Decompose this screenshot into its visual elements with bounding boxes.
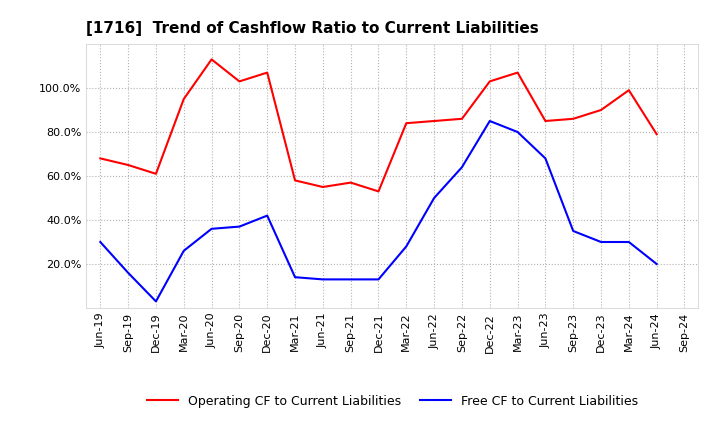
- Free CF to Current Liabilities: [597, 239, 606, 245]
- Operating CF to Current Liabilities: [597, 107, 606, 113]
- Operating CF to Current Liabilities: [485, 79, 494, 84]
- Free CF to Current Liabilities: [624, 239, 633, 245]
- Operating CF to Current Liabilities: [402, 121, 410, 126]
- Free CF to Current Liabilities: [541, 156, 550, 161]
- Operating CF to Current Liabilities: [430, 118, 438, 124]
- Line: Free CF to Current Liabilities: Free CF to Current Liabilities: [100, 121, 657, 301]
- Operating CF to Current Liabilities: [374, 189, 383, 194]
- Operating CF to Current Liabilities: [652, 132, 661, 137]
- Operating CF to Current Liabilities: [624, 88, 633, 93]
- Operating CF to Current Liabilities: [318, 184, 327, 190]
- Operating CF to Current Liabilities: [96, 156, 104, 161]
- Operating CF to Current Liabilities: [124, 162, 132, 168]
- Free CF to Current Liabilities: [458, 165, 467, 170]
- Free CF to Current Liabilities: [263, 213, 271, 218]
- Free CF to Current Liabilities: [124, 270, 132, 275]
- Free CF to Current Liabilities: [402, 244, 410, 249]
- Legend: Operating CF to Current Liabilities, Free CF to Current Liabilities: Operating CF to Current Liabilities, Fre…: [142, 390, 643, 413]
- Free CF to Current Liabilities: [207, 226, 216, 231]
- Free CF to Current Liabilities: [652, 261, 661, 267]
- Text: [1716]  Trend of Cashflow Ratio to Current Liabilities: [1716] Trend of Cashflow Ratio to Curren…: [86, 21, 539, 36]
- Free CF to Current Liabilities: [179, 248, 188, 253]
- Free CF to Current Liabilities: [485, 118, 494, 124]
- Free CF to Current Liabilities: [430, 195, 438, 201]
- Operating CF to Current Liabilities: [263, 70, 271, 75]
- Free CF to Current Liabilities: [374, 277, 383, 282]
- Operating CF to Current Liabilities: [458, 116, 467, 121]
- Free CF to Current Liabilities: [96, 239, 104, 245]
- Operating CF to Current Liabilities: [541, 118, 550, 124]
- Operating CF to Current Liabilities: [207, 57, 216, 62]
- Line: Operating CF to Current Liabilities: Operating CF to Current Liabilities: [100, 59, 657, 191]
- Free CF to Current Liabilities: [569, 228, 577, 234]
- Free CF to Current Liabilities: [152, 299, 161, 304]
- Operating CF to Current Liabilities: [291, 178, 300, 183]
- Free CF to Current Liabilities: [346, 277, 355, 282]
- Operating CF to Current Liabilities: [569, 116, 577, 121]
- Free CF to Current Liabilities: [318, 277, 327, 282]
- Operating CF to Current Liabilities: [152, 171, 161, 176]
- Free CF to Current Liabilities: [513, 129, 522, 135]
- Operating CF to Current Liabilities: [513, 70, 522, 75]
- Operating CF to Current Liabilities: [179, 96, 188, 102]
- Operating CF to Current Liabilities: [346, 180, 355, 185]
- Free CF to Current Liabilities: [235, 224, 243, 229]
- Operating CF to Current Liabilities: [235, 79, 243, 84]
- Free CF to Current Liabilities: [291, 275, 300, 280]
